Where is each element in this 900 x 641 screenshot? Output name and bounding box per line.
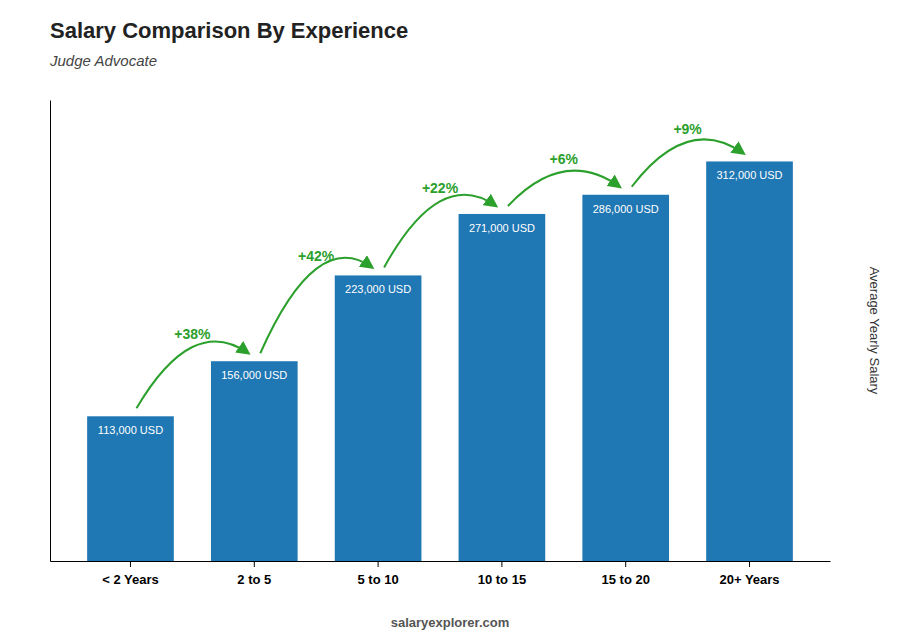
y-axis-title: Average Yearly Salary — [867, 267, 882, 395]
x-tick: 20+ Years — [719, 561, 779, 587]
x-tick-mark — [378, 561, 379, 567]
x-tick: 2 to 5 — [237, 561, 271, 587]
change-label: +42% — [298, 248, 335, 264]
x-tick: 15 to 20 — [602, 561, 650, 587]
bar — [335, 275, 422, 561]
data-label: 156,000 USD — [221, 369, 287, 381]
x-tick-label: 5 to 10 — [358, 572, 399, 587]
data-label: 223,000 USD — [345, 283, 411, 295]
data-label: 286,000 USD — [593, 203, 659, 215]
x-tick-mark — [130, 561, 131, 567]
x-tick: 10 to 15 — [478, 561, 526, 587]
x-tick-label: 20+ Years — [719, 572, 779, 587]
x-tick-mark — [625, 561, 626, 567]
y-axis — [50, 101, 51, 562]
bar — [87, 416, 174, 561]
x-tick-mark — [501, 561, 502, 567]
change-label: +38% — [174, 326, 211, 342]
footer: salaryexplorer.com — [391, 615, 510, 630]
x-tick-label: 15 to 20 — [602, 572, 650, 587]
bar — [459, 214, 546, 561]
plot-area: < 2 Years 2 to 5 5 to 10 10 to 15 15 to 20 20… — [51, 101, 831, 588]
change-arrow — [508, 171, 620, 206]
change-arrow — [260, 258, 372, 353]
x-axis: < 2 Years 2 to 5 5 to 10 10 to 15 15 to 20 20… — [51, 561, 831, 587]
change-label: +6% — [550, 151, 579, 167]
change-label: +22% — [422, 180, 459, 196]
x-tick: 5 to 10 — [358, 561, 399, 587]
x-tick-mark — [254, 561, 255, 567]
x-tick-mark — [749, 561, 750, 567]
data-label: 312,000 USD — [717, 169, 783, 181]
chart: Salary Comparison By Experience Judge Adv… — [0, 0, 900, 641]
y-axis-line — [50, 101, 51, 562]
bar — [706, 161, 793, 561]
marks — [87, 139, 793, 561]
x-tick-label: 10 to 15 — [478, 572, 526, 587]
x-axis-line — [51, 561, 831, 562]
subtitle: Judge Advocate — [49, 52, 157, 69]
x-tick: < 2 Years — [102, 561, 159, 587]
change-label: +9% — [673, 121, 702, 137]
data-label: 113,000 USD — [98, 424, 163, 436]
labels: 113,000 USD 156,000 USD 223,000 USD 271,000… — [98, 121, 783, 437]
x-tick-label: 2 to 5 — [237, 572, 271, 587]
x-tick-label: < 2 Years — [102, 572, 159, 587]
bar — [211, 361, 298, 561]
bar — [582, 195, 669, 561]
title: Salary Comparison By Experience — [50, 18, 408, 43]
data-label: 271,000 USD — [469, 222, 535, 234]
